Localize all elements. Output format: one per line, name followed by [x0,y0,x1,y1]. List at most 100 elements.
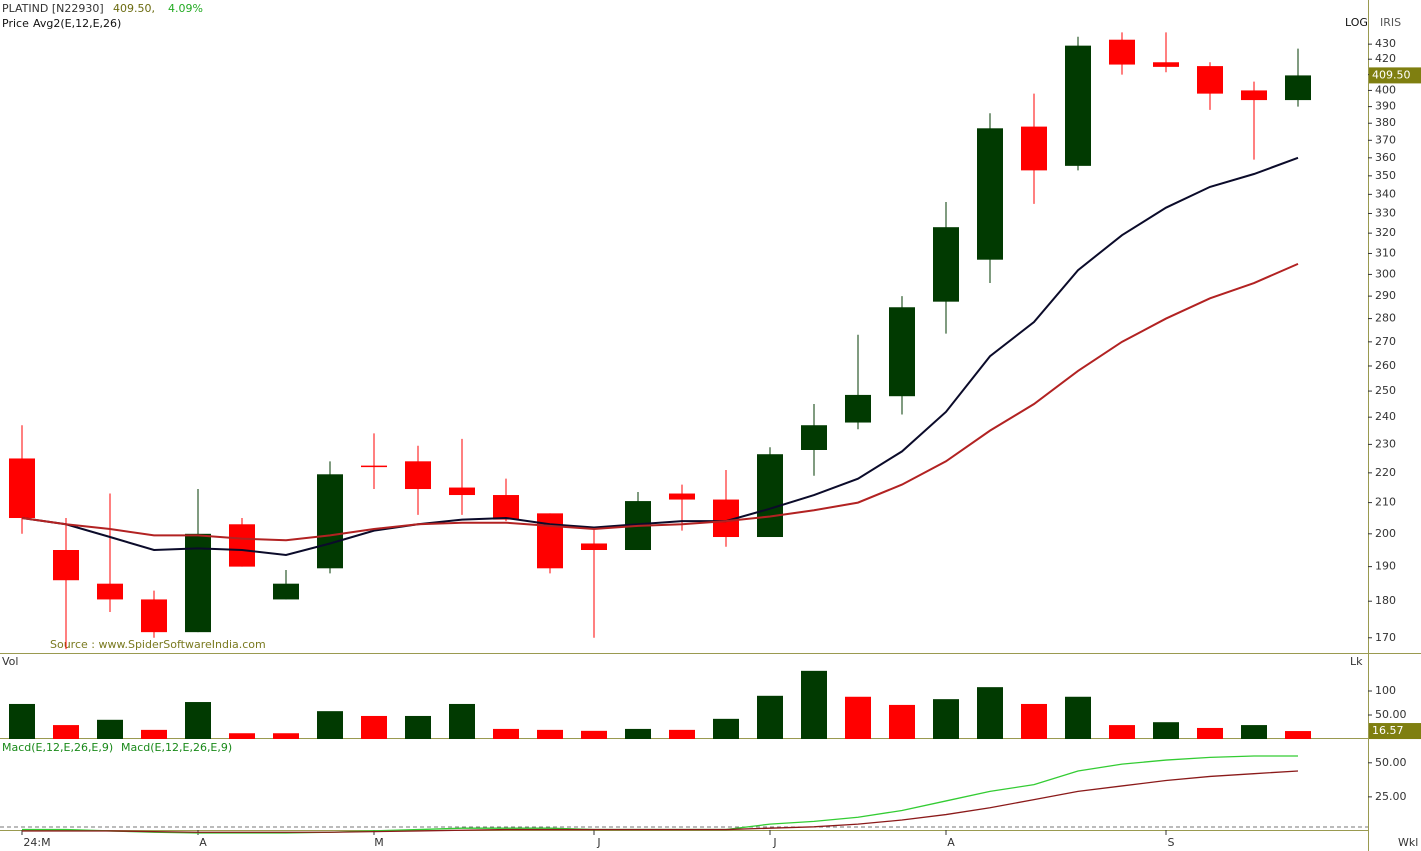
volume-bar [273,733,299,739]
candle-body [933,227,959,302]
y-tick-label: 170 [1375,631,1396,644]
y-tick-label: 320 [1375,226,1396,239]
y-tick-label: 380 [1375,116,1396,129]
x-tick-label: S [1168,836,1175,849]
macd-line [22,755,1298,834]
candle-body [669,493,695,500]
volume-bar [757,695,783,739]
y-tick-label: 280 [1375,312,1396,325]
volume-bar [977,687,1003,739]
candle-body [845,394,871,423]
volume-bar [449,703,475,739]
y-tick-label: 390 [1375,100,1396,113]
volume-bar [185,702,211,739]
volume-bar [1109,725,1135,739]
volume-bar [669,729,695,739]
last-value-box [1369,67,1421,84]
x-tick-label: A [947,836,955,849]
volume-bar [801,670,827,739]
y-tick-label: 430 [1375,37,1396,50]
candle-body [977,128,1003,260]
macd-line [22,770,1299,833]
candle-body [317,474,343,569]
candle-body [1153,62,1179,67]
candle-body [361,465,387,468]
volume-bar [1197,727,1223,739]
volume-bar [229,733,255,739]
volume-bar [713,718,739,739]
candle-body [229,524,255,567]
y-tick-label: 310 [1375,246,1396,259]
volume-bar [317,711,343,739]
candle-body [9,458,35,519]
volume-bar [97,719,123,739]
source: Source : www.SpiderSoftwareIndia.com [50,638,266,651]
volume-bar [537,729,563,739]
y-tick-label: 200 [1375,527,1396,540]
candle-body [1241,90,1267,101]
candle-body [1021,126,1047,171]
symbol: PLATIND [N22930] [2,2,104,15]
y-tick-label: 180 [1375,594,1396,607]
y-tick-label: 250 [1375,384,1396,397]
y-tick-label: 330 [1375,206,1396,219]
candle-body [581,543,607,551]
volume-bar [53,725,79,739]
y-tick-label: 400 [1375,83,1396,96]
y-tick-label: 420 [1375,52,1396,65]
candle-body [493,495,519,520]
moving-average-line [21,156,1299,556]
legend-entry: Macd(E,12,E,26,E,9) [121,741,232,754]
last-value-label: 16.57 [1372,724,1404,737]
candle-body [801,425,827,450]
y-tick-label: 270 [1375,335,1396,348]
y-tick-label: 220 [1375,466,1396,479]
volume-bar [1153,722,1179,739]
volume-unit: Lk [1350,655,1363,668]
volume-bar [889,704,915,739]
volume-bar [845,696,871,739]
x-tick-label: M [374,836,384,849]
candle-body [1109,39,1135,65]
volume-bar [1285,731,1311,739]
volume-bar [9,703,35,739]
volume-bar [581,730,607,739]
candle-body [1285,75,1311,101]
volume-bar [1241,725,1267,739]
x-tick-label: J [772,836,776,849]
scale-label: LOG [1345,16,1368,29]
volume-bar [625,728,651,739]
x-tick-label: J [596,836,600,849]
candle-body [141,599,167,633]
volume-bar [933,699,959,739]
candle-body [1065,45,1091,166]
candle-body [889,307,915,397]
volume-bar [405,715,431,739]
y-tick-label: 50.00 [1375,708,1407,721]
volume-bar [1065,696,1091,739]
y-tick-label: 370 [1375,133,1396,146]
volume-bar [1021,703,1047,739]
x-tick-label: 24:M [23,836,50,849]
volume-bar [361,715,387,739]
candle-body [53,550,79,581]
overlay-label: Avg2(E,12,E,26) [33,17,121,30]
last-value-label: 409.50 [1372,68,1411,81]
indicator-label: Price [2,17,29,30]
volume-title: Vol [2,655,18,668]
y-tick-label: 260 [1375,359,1396,372]
y-tick-label: 50.00 [1375,756,1407,769]
y-tick-label: 290 [1375,289,1396,302]
candle-body [185,533,211,633]
legend-entry: Macd(E,12,E,26,E,9) [2,741,113,754]
change-text: 4.09% [168,2,203,15]
candle-body [757,454,783,538]
candle-body [1197,66,1223,94]
y-tick-label: 25.00 [1375,790,1407,803]
app-label: IRIS [1380,16,1401,29]
price-text: 409.50, [113,2,155,15]
candle-body [449,487,475,496]
candle-body [405,461,431,490]
